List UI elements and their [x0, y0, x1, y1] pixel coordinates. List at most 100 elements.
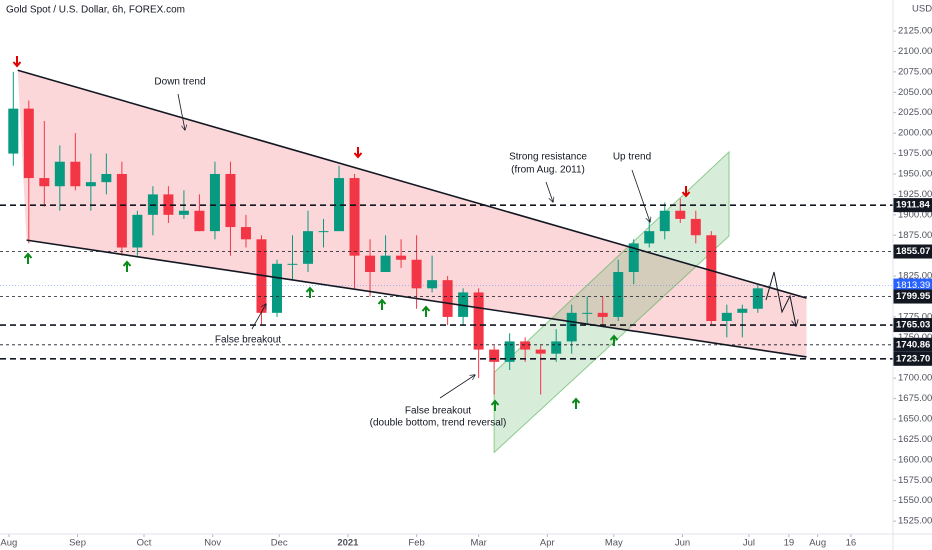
- candle-body: [101, 173, 112, 183]
- y-tick-label: 1675.00: [898, 393, 932, 404]
- sell-marker: [12, 56, 22, 68]
- level-label: 1855.07: [896, 246, 930, 257]
- annotation: False breakout: [405, 406, 471, 417]
- candle-body: [675, 210, 686, 219]
- y-tick-label: 1625.00: [898, 434, 932, 445]
- level-label: 1799.95: [896, 291, 931, 302]
- candle-body: [334, 178, 345, 232]
- candle-body: [116, 173, 127, 248]
- x-tick-label: 16: [846, 538, 857, 549]
- candle-body: [365, 255, 376, 272]
- candle-body: [396, 255, 407, 260]
- candle-body: [535, 349, 546, 354]
- y-tick-label: 2075.00: [898, 66, 932, 77]
- y-tick-label: 1525.00: [898, 516, 932, 527]
- buy-marker: [571, 397, 581, 409]
- x-tick-label: Sep: [69, 538, 86, 549]
- level-box: [893, 351, 932, 366]
- x-tick-label: 19: [784, 538, 795, 549]
- candle-body: [752, 288, 763, 309]
- x-tick-label: Dec: [271, 538, 288, 549]
- x-tick-label: Aug: [0, 538, 17, 549]
- x-tick-label: Oct: [137, 538, 152, 549]
- candle-body: [318, 231, 329, 233]
- annotation: (from Aug. 2011): [511, 165, 585, 176]
- annotations: Down trend Strong resistance (from Aug. …: [12, 56, 797, 429]
- y-tick-label: 1975.00: [898, 148, 932, 159]
- y-tick-label: 1875.00: [898, 230, 932, 241]
- y-tick-label: 2000.00: [898, 128, 932, 139]
- candle-body: [597, 312, 608, 317]
- annotation-arrow: [631, 169, 650, 222]
- candle-body: [566, 312, 577, 342]
- candle-body: [85, 182, 96, 187]
- x-tick-label: 2021: [337, 538, 359, 549]
- buy-marker: [609, 334, 619, 346]
- candle-body: [70, 161, 81, 187]
- y-axis-label: USD: [912, 4, 932, 15]
- y-tick-label: 1750.00: [898, 332, 932, 343]
- y-tick-label: 1900.00: [898, 209, 932, 220]
- level-label: 1765.03: [896, 320, 930, 331]
- y-tick-label: 2050.00: [898, 87, 932, 98]
- candle-body: [349, 178, 360, 256]
- candle-body: [178, 210, 189, 215]
- annotation: Down trend: [154, 77, 205, 88]
- candle-body: [551, 341, 562, 354]
- candle-body: [427, 280, 438, 289]
- candle-body: [690, 218, 701, 236]
- candle-body: [303, 231, 314, 264]
- x-tick-label: Aug: [809, 538, 826, 549]
- annotation: False breakout: [215, 335, 281, 346]
- x-tick-label: Apr: [540, 538, 555, 549]
- annotation: (double bottom, trend reversal): [370, 418, 507, 429]
- chart-title: Gold Spot / U.S. Dollar, 6h, FOREX.com: [6, 5, 185, 16]
- x-tick-label: May: [605, 538, 623, 549]
- buy-marker: [421, 305, 431, 317]
- y-tick-label: 1700.00: [898, 373, 932, 384]
- sell-marker: [353, 147, 363, 159]
- candle-body: [132, 214, 143, 248]
- candle-body: [240, 227, 251, 240]
- level-box: [893, 198, 932, 213]
- annotation-arrow: [251, 304, 266, 330]
- candle-body: [628, 243, 639, 272]
- annotation-arrow: [177, 93, 185, 130]
- candle-body: [659, 210, 670, 232]
- annotation: Strong resistance: [509, 152, 587, 163]
- projection-arrow: [765, 271, 796, 326]
- x-tick-label: Jul: [743, 538, 755, 549]
- buy-marker: [122, 260, 132, 272]
- candle-body: [163, 194, 174, 215]
- candle-body: [442, 280, 453, 317]
- candle-body: [380, 255, 391, 272]
- level-label: 1911.84: [896, 200, 931, 211]
- candle-body: [737, 308, 748, 313]
- candle-body: [287, 263, 298, 265]
- y-tick-label: 1925.00: [898, 189, 932, 200]
- y-tick-label: 2025.00: [898, 107, 932, 118]
- candle-body: [520, 341, 531, 350]
- annotation-arrow: [439, 375, 475, 399]
- candle-body: [458, 292, 469, 317]
- candle-body: [225, 173, 236, 228]
- y-tick-label: 1950.00: [898, 168, 932, 179]
- y-tick-label: 1575.00: [898, 475, 932, 486]
- candle-body: [39, 178, 50, 187]
- level-label: 1740.86: [896, 339, 930, 350]
- y-tick-label: 1550.00: [898, 495, 932, 506]
- candle-body: [706, 235, 717, 321]
- y-tick-label: 2100.00: [898, 46, 932, 57]
- up-channel: [493, 150, 730, 454]
- candle-body: [271, 263, 282, 313]
- candle-body: [504, 341, 515, 362]
- candle-body: [411, 259, 422, 289]
- trend-line: [26, 239, 807, 358]
- level-box: [893, 244, 932, 259]
- candle-body: [8, 108, 19, 154]
- candle-body: [209, 173, 220, 232]
- level-box: [893, 289, 932, 304]
- buy-marker: [377, 298, 387, 310]
